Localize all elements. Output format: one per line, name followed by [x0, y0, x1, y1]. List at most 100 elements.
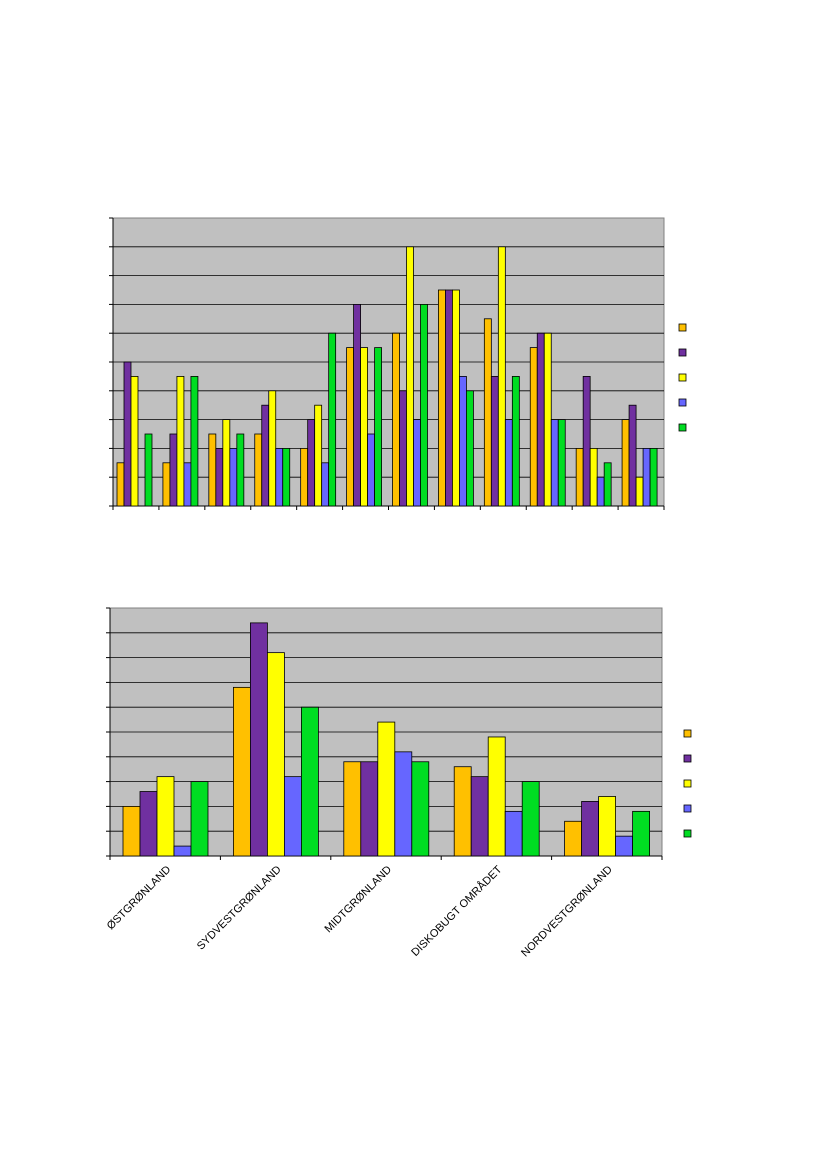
bar: [550, 419, 559, 507]
bar: [487, 736, 506, 857]
bar: [254, 433, 263, 507]
bar: [144, 433, 153, 507]
bar: [328, 332, 337, 507]
bar: [413, 419, 421, 507]
bar: [603, 462, 612, 507]
bar: [232, 686, 251, 857]
bar: [215, 447, 224, 507]
category-label: NORDVESTGRØNLAND: [519, 864, 615, 960]
bar: [190, 781, 209, 857]
chart-top: [109, 217, 687, 510]
bar: [249, 622, 268, 857]
bar: [275, 447, 284, 507]
bar: [589, 447, 598, 507]
bar: [399, 390, 407, 507]
bar: [353, 303, 361, 507]
category-label: DISKOBUGT OMRÅDET: [409, 863, 505, 959]
bar: [229, 447, 238, 507]
legend-marker: [678, 348, 687, 357]
bar: [123, 361, 132, 507]
chart-bottom: ØSTGRØNLAND SYDVESTGRØNLAND MIDTGRØNLAND DI…: [105, 607, 692, 960]
bar: [490, 375, 499, 507]
legend-marker: [683, 729, 692, 738]
bar: [557, 419, 566, 507]
bar: [307, 419, 316, 507]
bar: [504, 419, 513, 507]
bar: [529, 347, 538, 507]
bar: [635, 476, 644, 507]
legend-marker: [678, 373, 687, 382]
legend-marker: [683, 829, 692, 838]
legend-marker: [678, 423, 687, 432]
bar: [300, 706, 319, 857]
bar: [582, 375, 591, 507]
bar: [222, 419, 231, 507]
legend-marker: [678, 398, 687, 407]
bar: [615, 835, 633, 857]
bar: [173, 845, 192, 857]
bar: [459, 375, 467, 507]
bar: [411, 761, 430, 857]
bar: [420, 303, 428, 507]
bar: [632, 810, 650, 857]
bar: [575, 447, 584, 507]
bar: [268, 390, 277, 507]
bar: [394, 751, 413, 857]
bar: [642, 447, 651, 507]
bar: [483, 318, 492, 507]
bar: [360, 347, 368, 507]
bar: [343, 761, 362, 857]
bar: [521, 781, 540, 857]
bar: [470, 776, 489, 857]
bar: [360, 761, 379, 857]
bar: [116, 462, 125, 507]
bar: [346, 347, 354, 507]
bar: [511, 375, 520, 507]
bar: [392, 332, 400, 507]
bar: [183, 462, 192, 507]
bar: [283, 776, 302, 857]
bar: [564, 820, 582, 857]
legend-marker: [683, 754, 692, 763]
bar: [282, 447, 291, 507]
bar: [122, 806, 141, 857]
bar: [374, 347, 382, 507]
bar: [236, 433, 245, 507]
bar: [208, 433, 217, 507]
bar: [169, 433, 178, 507]
bar: [649, 447, 658, 507]
bar: [190, 375, 199, 507]
bar: [453, 766, 472, 857]
legend-marker: [678, 323, 687, 332]
bar: [452, 289, 460, 507]
bar: [466, 390, 474, 507]
category-label: SYDVESTGRØNLAND: [195, 864, 284, 953]
bar: [300, 447, 309, 507]
bar: [162, 462, 171, 507]
bar: [504, 810, 523, 857]
legend-marker: [683, 804, 692, 813]
bar: [438, 289, 446, 507]
bar: [176, 375, 185, 507]
bar: [596, 476, 605, 507]
bar: [156, 776, 175, 857]
bar: [130, 375, 139, 507]
bar: [628, 404, 637, 507]
bar: [367, 433, 375, 507]
bar: [321, 462, 330, 507]
bar: [445, 289, 453, 507]
category-label: ØSTGRØNLAND: [105, 864, 174, 933]
bar: [621, 419, 630, 507]
bar: [377, 721, 396, 857]
bar: [598, 796, 616, 857]
bar: [406, 246, 414, 507]
bar: [536, 332, 545, 507]
bar: [581, 801, 599, 857]
bar: [266, 652, 285, 857]
legend-marker: [683, 779, 692, 788]
bar: [497, 246, 506, 507]
bar: [543, 332, 552, 507]
bar: [314, 404, 323, 507]
bar: [261, 404, 270, 507]
